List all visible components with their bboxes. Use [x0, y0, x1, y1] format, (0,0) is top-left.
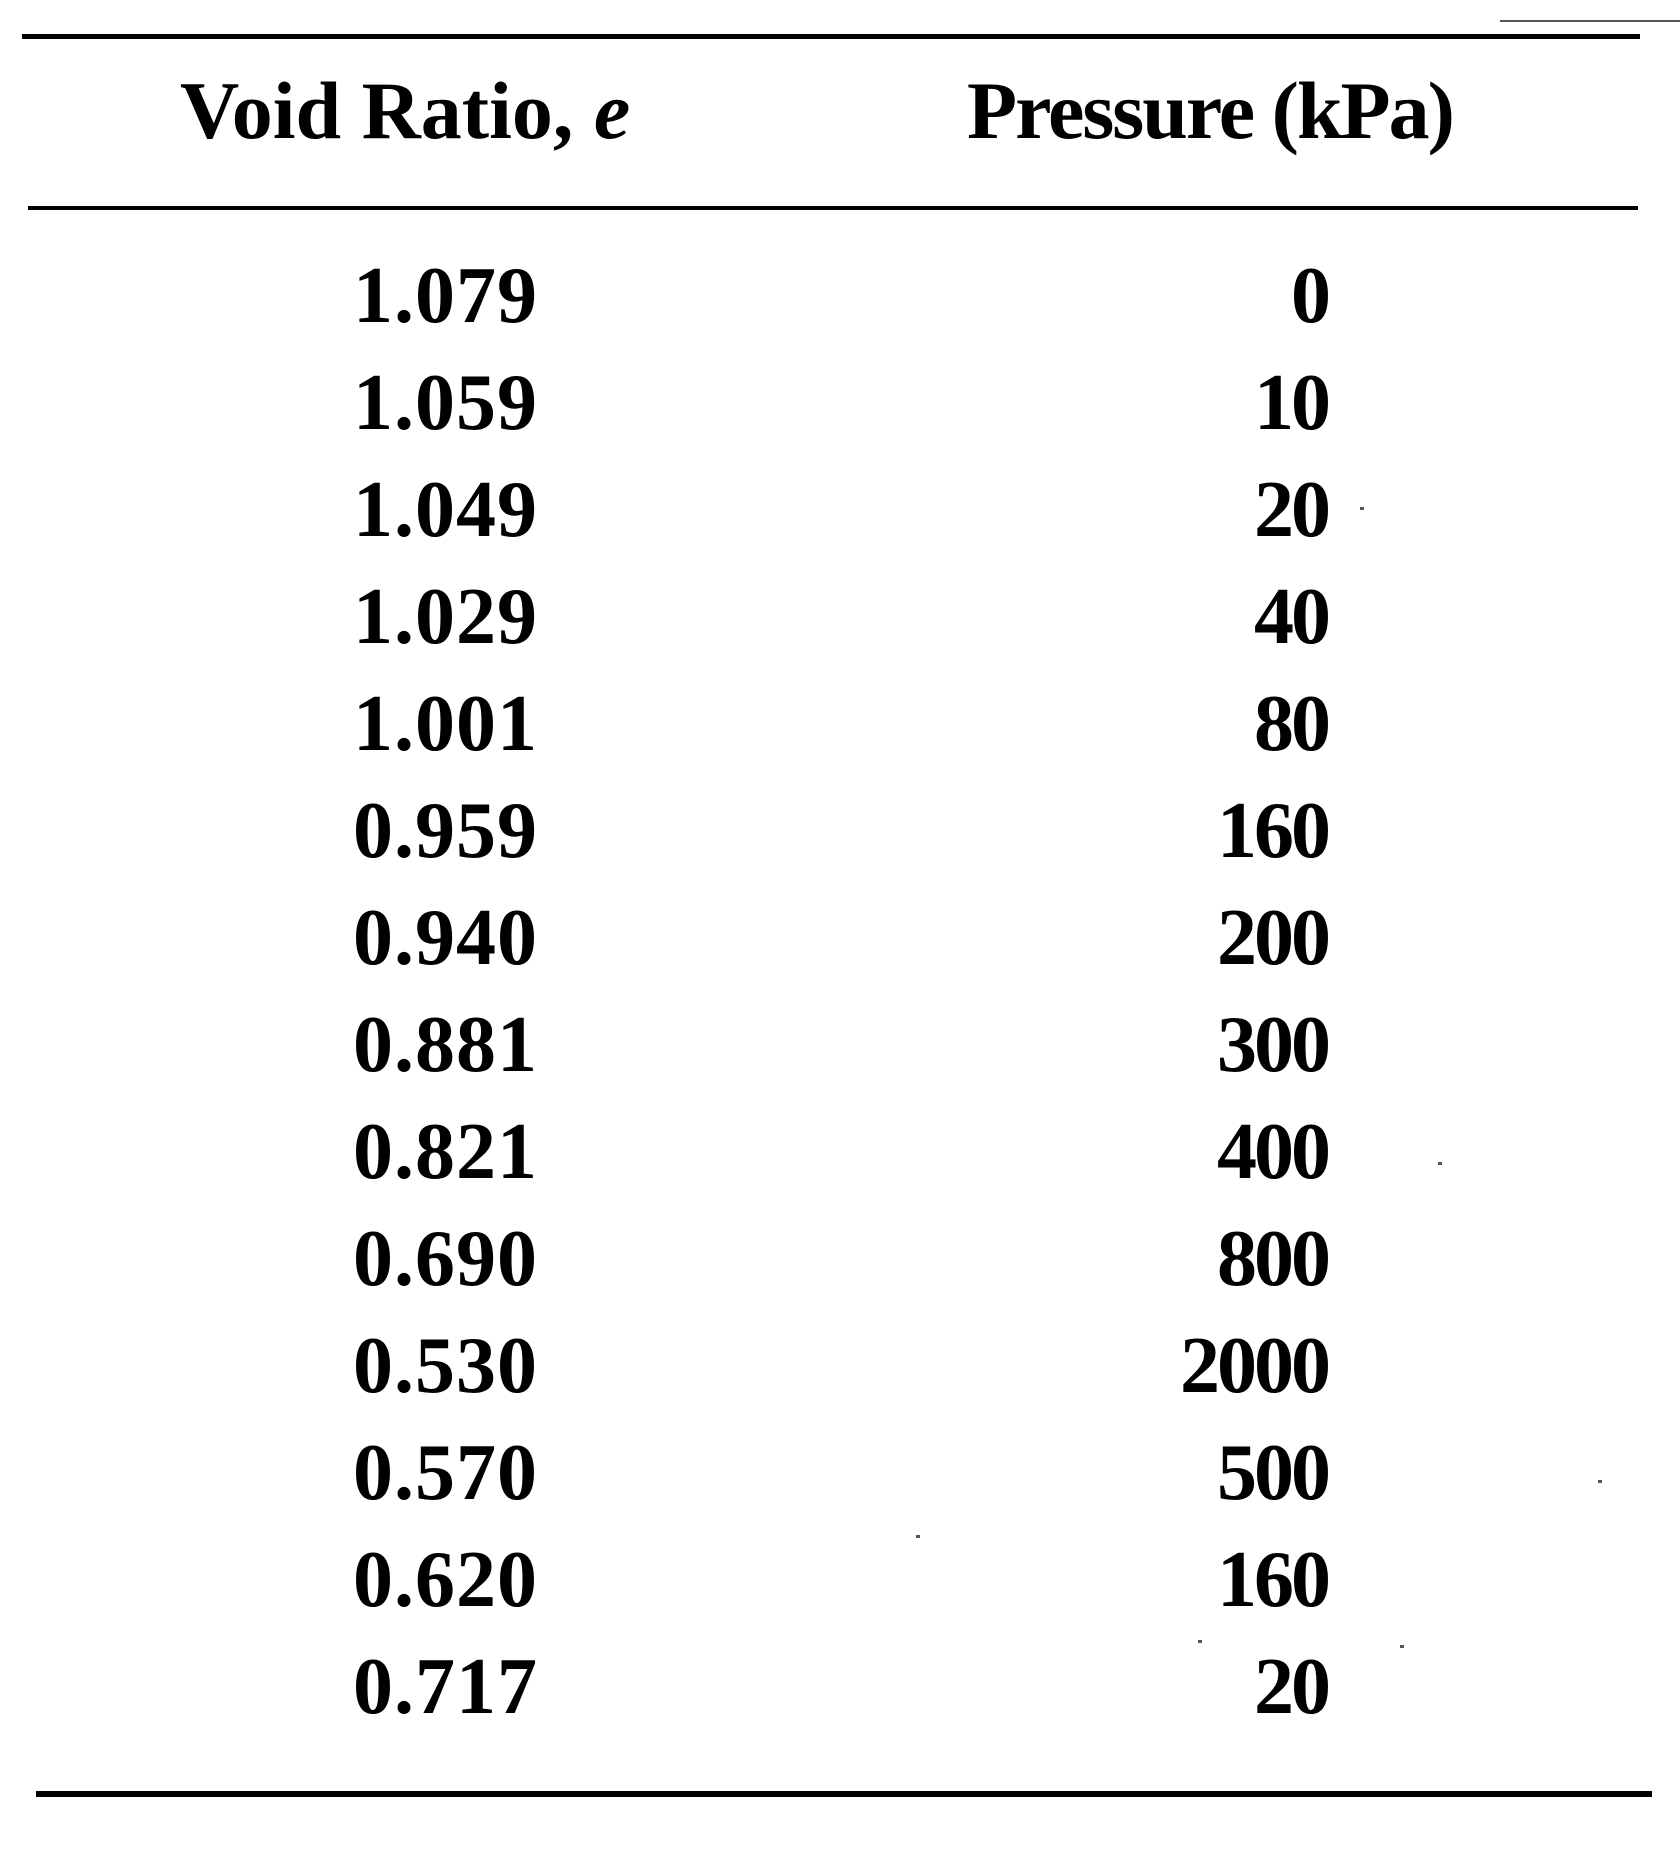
scan-speck	[1438, 1162, 1442, 1165]
table-row: 0.881 300	[0, 992, 1680, 1099]
table-row: 1.001 80	[0, 671, 1680, 778]
void-ratio-cell: 0.717	[353, 1643, 538, 1731]
table-row: 1.079 0	[0, 243, 1680, 350]
table-row: 0.530 2000	[0, 1313, 1680, 1420]
pressure-cell: 160	[1217, 787, 1331, 875]
void-ratio-cell: 1.059	[353, 359, 538, 447]
void-ratio-cell: 1.079	[353, 252, 538, 340]
column-header-void-ratio: Void Ratio, e	[180, 56, 630, 166]
table-row: 0.690 800	[0, 1206, 1680, 1313]
pressure-cell: 160	[1217, 1536, 1331, 1624]
pressure-cell: 20	[1254, 1643, 1331, 1731]
void-ratio-cell: 0.690	[353, 1215, 538, 1303]
pressure-cell: 300	[1217, 1001, 1331, 1089]
table-row: 0.959 160	[0, 778, 1680, 885]
void-ratio-cell: 0.959	[353, 787, 538, 875]
scan-speck	[1360, 507, 1364, 510]
table-body: 1.079 0 1.059 10 1.049 20 1.029 40 1.001…	[0, 243, 1680, 1741]
pressure-cell: 500	[1217, 1429, 1331, 1517]
void-ratio-cell: 0.620	[353, 1536, 538, 1624]
scan-speck	[1598, 1480, 1602, 1483]
table-bottom-rule	[36, 1791, 1652, 1797]
void-ratio-cell: 0.570	[353, 1429, 538, 1517]
scan-speck	[916, 1535, 920, 1538]
column-header-pressure: Pressure (kPa)	[967, 65, 1455, 156]
table-row: 0.821 400	[0, 1099, 1680, 1206]
pressure-cell: 10	[1254, 359, 1331, 447]
table-row: 0.570 500	[0, 1420, 1680, 1527]
void-ratio-header-label: Void Ratio,	[180, 65, 594, 156]
table-row: 1.049 20	[0, 457, 1680, 564]
pressure-cell: 200	[1217, 894, 1331, 982]
pressure-cell: 400	[1217, 1108, 1331, 1196]
pressure-cell: 2000	[1180, 1322, 1331, 1410]
void-ratio-cell: 0.881	[353, 1001, 538, 1089]
void-ratio-cell: 0.530	[353, 1322, 538, 1410]
pressure-cell: 80	[1254, 680, 1331, 768]
table-row: 1.029 40	[0, 564, 1680, 671]
top-faint-rule	[1500, 20, 1680, 22]
void-ratio-cell: 0.940	[353, 894, 538, 982]
table-row: 0.717 20	[0, 1634, 1680, 1741]
scan-speck	[1400, 1645, 1404, 1648]
pressure-cell: 800	[1217, 1215, 1331, 1303]
pressure-cell: 20	[1254, 466, 1331, 554]
table-row: 1.059 10	[0, 350, 1680, 457]
pressure-cell: 0	[1291, 252, 1331, 340]
table-row: 0.620 160	[0, 1527, 1680, 1634]
void-ratio-cell: 0.821	[353, 1108, 538, 1196]
table-top-rule	[22, 34, 1640, 39]
scan-speck	[1198, 1640, 1202, 1643]
void-ratio-cell: 1.029	[353, 573, 538, 661]
table-row: 0.940 200	[0, 885, 1680, 992]
pressure-cell: 40	[1254, 573, 1331, 661]
void-ratio-cell: 1.049	[353, 466, 538, 554]
void-ratio-variable: e	[593, 65, 631, 156]
header-separator-rule	[28, 206, 1638, 210]
void-ratio-cell: 1.001	[353, 680, 538, 768]
